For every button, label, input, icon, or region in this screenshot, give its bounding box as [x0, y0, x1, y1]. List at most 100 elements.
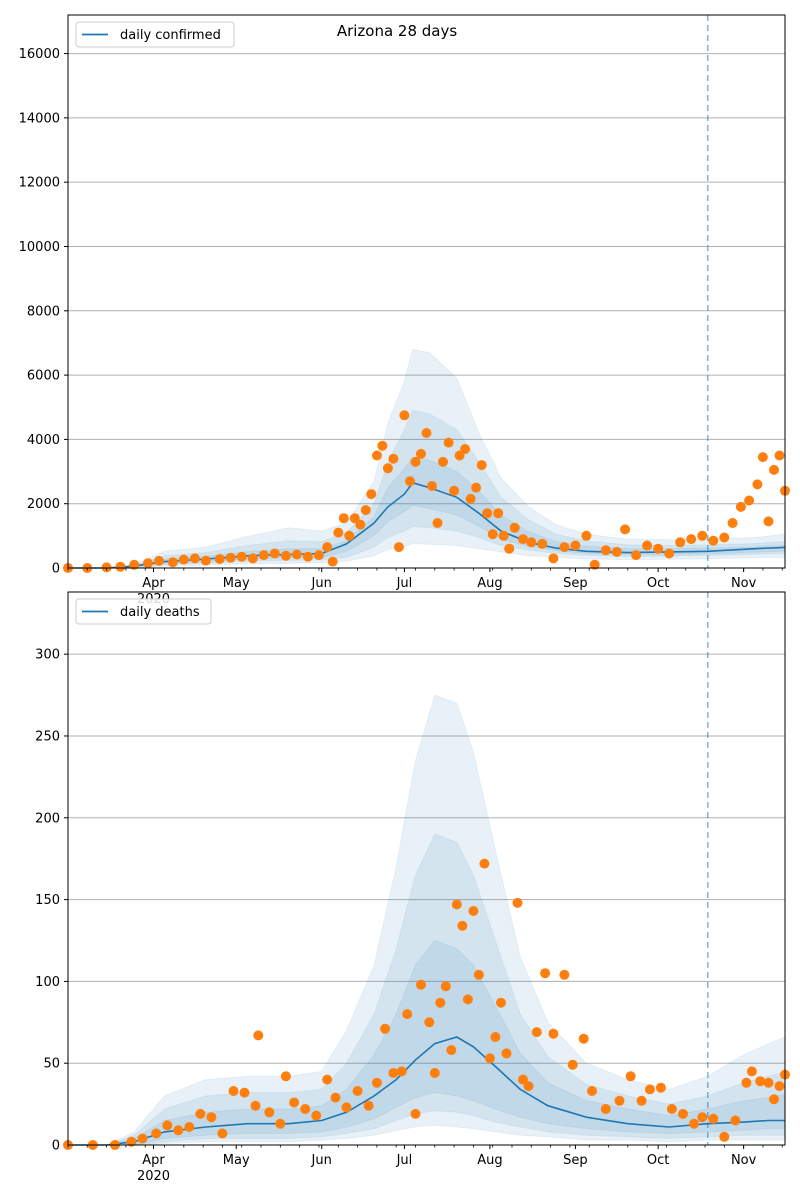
observed-point	[322, 542, 333, 553]
observed-point	[504, 543, 515, 554]
x-tick-label: Nov	[731, 576, 757, 591]
observed-point	[620, 524, 631, 535]
observed-point	[490, 1032, 501, 1042]
observed-point	[501, 1048, 512, 1059]
x-tick-label: Aug	[477, 1153, 502, 1168]
observed-point	[666, 1104, 677, 1114]
plot-frame	[67, 591, 786, 1146]
observed-point	[341, 1102, 352, 1113]
observed-point	[377, 440, 388, 451]
observed-point	[653, 543, 664, 554]
observed-point	[611, 546, 622, 557]
observed-point	[402, 1009, 413, 1020]
observed-point	[269, 548, 280, 559]
observed-point	[531, 1027, 542, 1038]
y-tick-label: 300	[35, 648, 60, 663]
observed-point	[484, 1053, 495, 1064]
observed-point	[697, 1112, 708, 1123]
observed-point	[236, 551, 247, 562]
x-tick-label: Sep	[563, 576, 588, 591]
observed-point	[675, 537, 686, 548]
observed-point	[330, 1092, 341, 1103]
observed-point	[752, 479, 763, 490]
observed-point	[462, 994, 473, 1005]
x-tick-label: Oct	[647, 1153, 669, 1168]
observed-point	[410, 1108, 421, 1119]
observed-point	[217, 1128, 228, 1139]
x-tick-label: Apr	[142, 1153, 165, 1168]
observed-point	[498, 530, 509, 541]
observed-point	[399, 410, 410, 421]
observed-point	[719, 1131, 730, 1142]
observed-point	[655, 1082, 666, 1093]
observed-point	[264, 1107, 275, 1118]
x-tick-year-label: 2020	[137, 1169, 170, 1184]
observed-point	[363, 1100, 374, 1111]
observed-point	[247, 553, 258, 564]
observed-point	[763, 1077, 774, 1088]
observed-point	[678, 1108, 688, 1119]
observed-point	[416, 448, 426, 459]
observed-point	[537, 538, 548, 549]
legend-label: daily confirmed	[120, 28, 221, 43]
model-line	[68, 1036, 785, 1146]
y-tick-label: 200	[35, 811, 60, 826]
observed-point	[559, 542, 570, 553]
x-tick-label: Jul	[396, 576, 413, 591]
observed-point	[449, 485, 460, 496]
observed-point	[708, 535, 719, 546]
observed-point	[755, 1076, 766, 1087]
observed-point	[727, 518, 738, 528]
observed-point	[427, 481, 437, 491]
observed-point	[744, 495, 755, 506]
observed-point	[578, 1033, 589, 1044]
x-tick-label: Apr	[142, 576, 165, 591]
observed-point	[642, 540, 653, 551]
observed-point	[228, 1086, 239, 1096]
observed-point	[360, 505, 371, 516]
observed-point	[393, 542, 404, 553]
observed-point	[769, 464, 779, 475]
observed-point	[540, 968, 551, 979]
observed-point	[465, 493, 476, 504]
x-tick-label: Jun	[311, 576, 332, 591]
y-tick-label: 14000	[19, 111, 60, 126]
legend-box	[75, 598, 212, 625]
observed-point	[548, 1028, 559, 1039]
observed-point	[258, 550, 269, 561]
observed-point	[473, 969, 484, 980]
legend-label: daily deaths	[120, 605, 200, 620]
observed-point	[482, 508, 493, 519]
y-tick-label: 0	[52, 562, 60, 577]
observed-point	[735, 501, 746, 512]
y-tick-label: 0	[52, 1139, 60, 1154]
observed-point	[689, 1118, 699, 1129]
observed-point	[774, 450, 785, 461]
observed-point	[380, 1023, 391, 1034]
observed-point	[512, 897, 523, 908]
observed-point	[162, 1120, 173, 1131]
observed-point	[250, 1100, 261, 1111]
observed-point	[291, 549, 302, 560]
observed-point	[327, 556, 338, 567]
x-tick-label: May	[223, 1153, 250, 1168]
x-tick-label: May	[223, 576, 250, 591]
observed-point	[625, 1071, 636, 1082]
observed-point	[322, 1074, 333, 1085]
observed-point	[708, 1113, 719, 1124]
observed-point	[280, 1071, 291, 1082]
y-tick-label: 50	[43, 1057, 60, 1072]
observed-point	[225, 552, 236, 563]
observed-point	[476, 460, 487, 471]
observed-point	[631, 550, 642, 561]
observed-point	[468, 906, 479, 916]
observed-point	[143, 558, 153, 569]
y-tick-label: 16000	[19, 47, 60, 62]
observed-point	[757, 452, 768, 463]
observed-point	[686, 534, 697, 545]
observed-point	[438, 456, 448, 467]
observed-point	[189, 553, 200, 564]
observed-point	[137, 1133, 148, 1144]
observed-point	[429, 1068, 440, 1078]
